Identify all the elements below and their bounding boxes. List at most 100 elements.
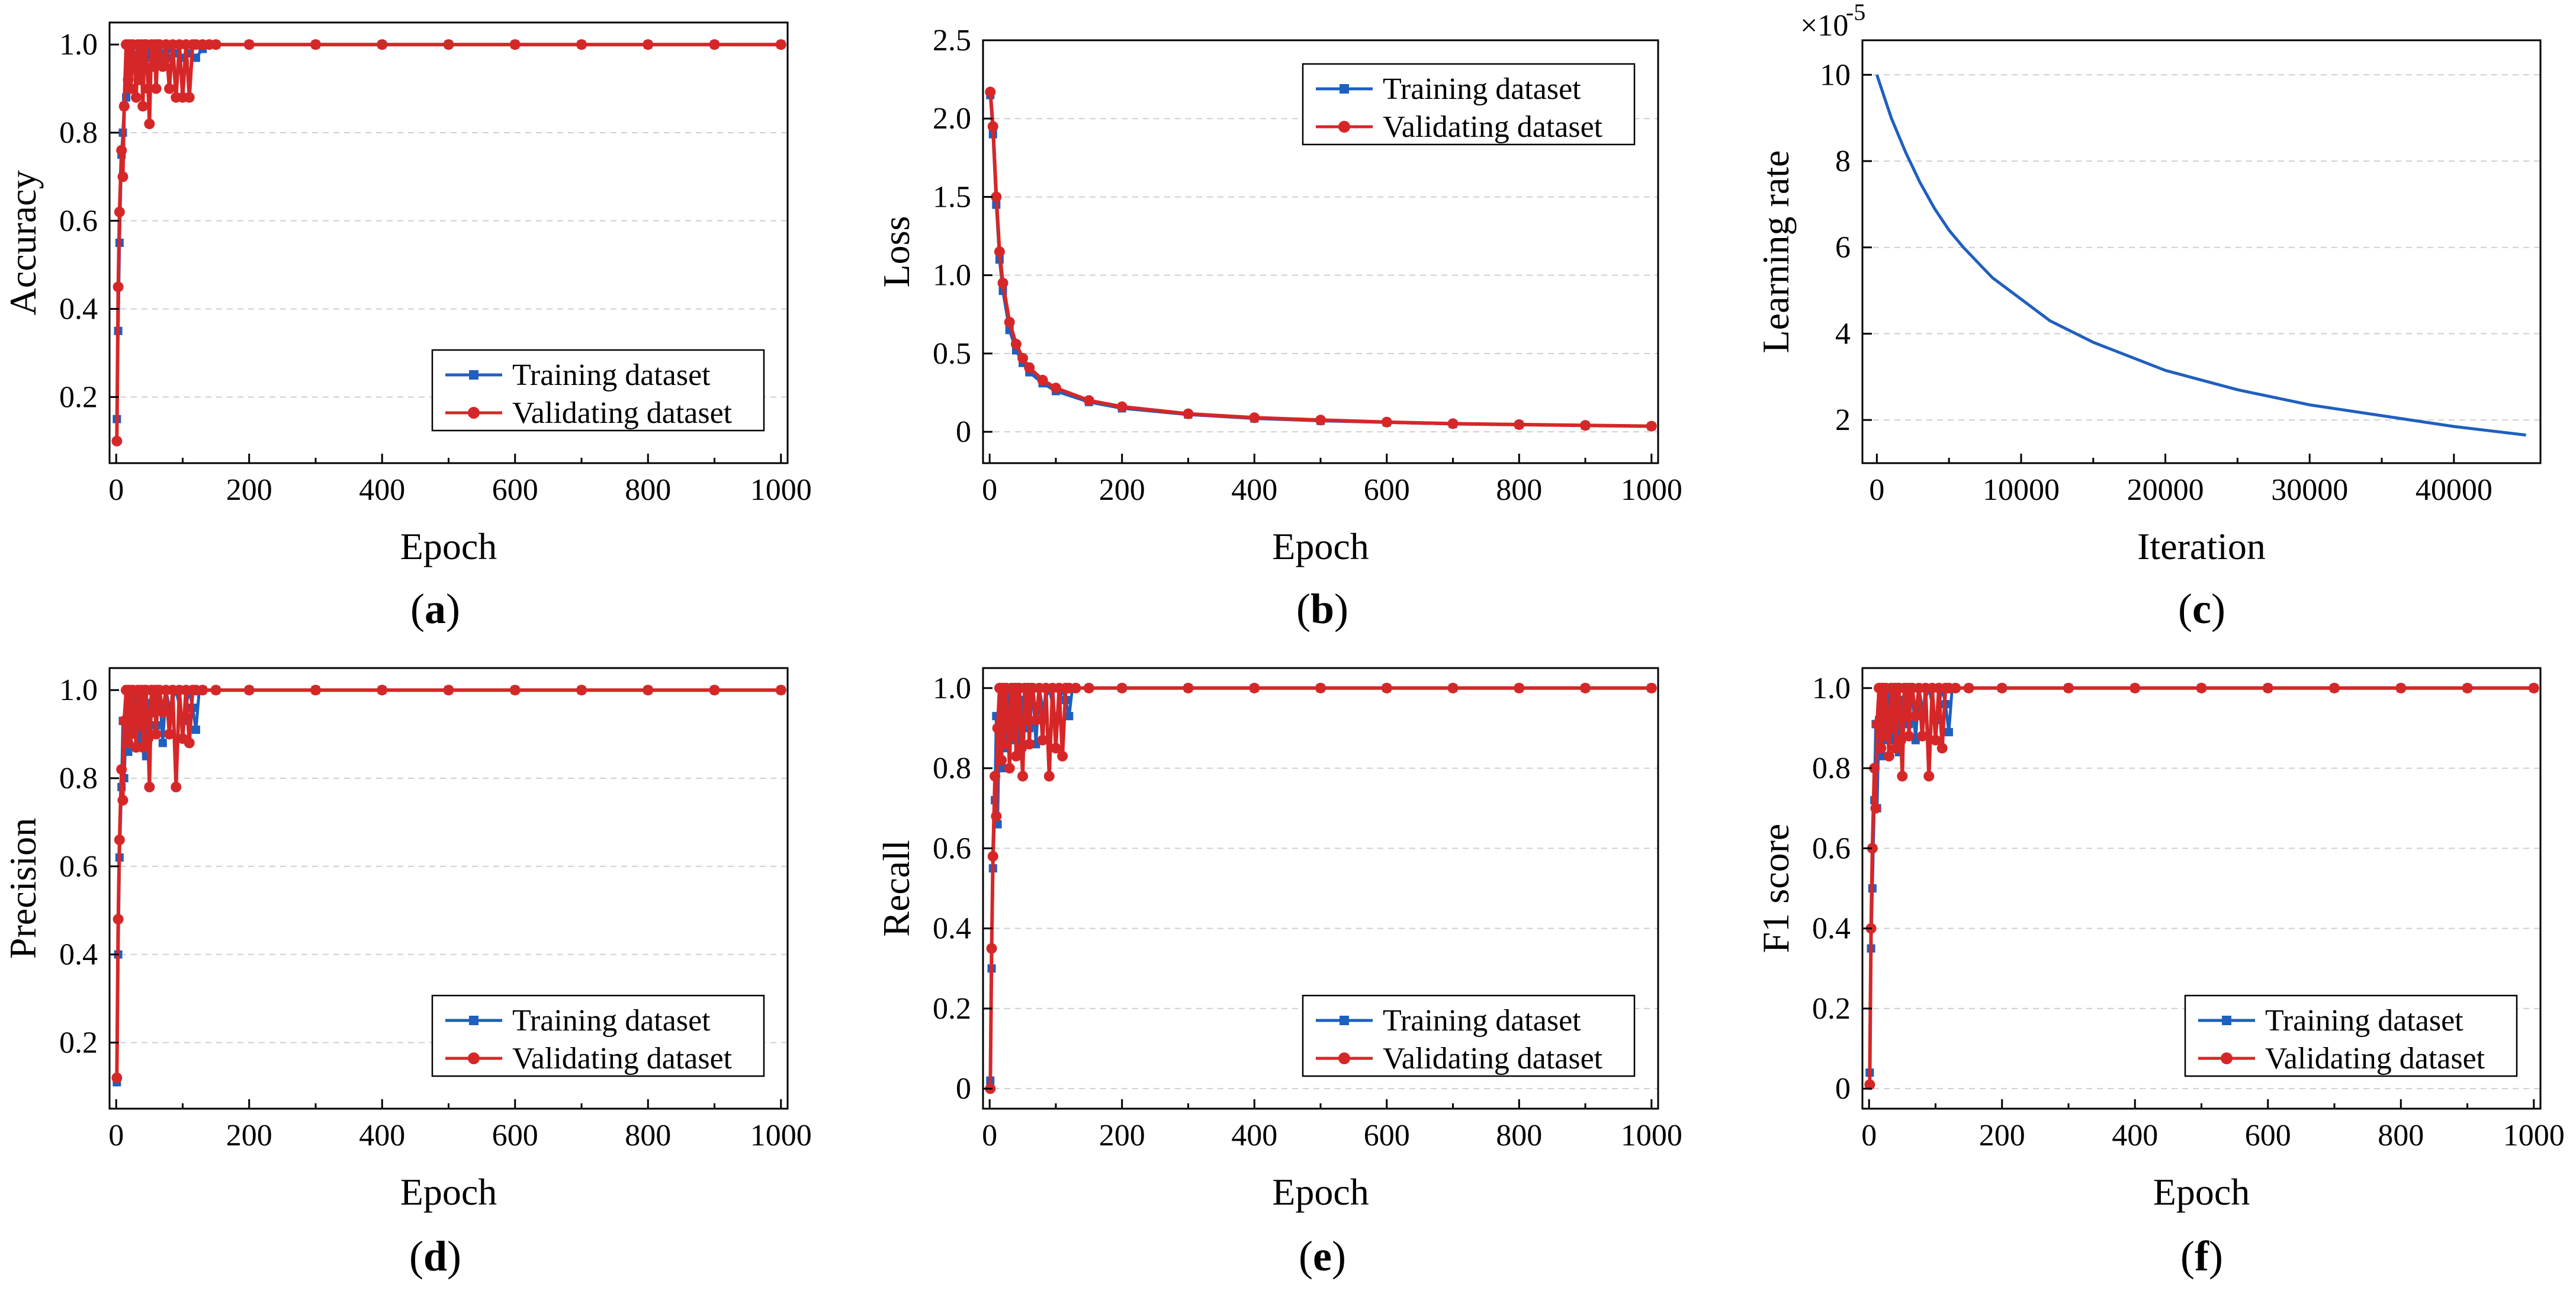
data-point-validating bbox=[1315, 415, 1326, 426]
x-tick-label: 400 bbox=[359, 473, 405, 507]
data-point-validating bbox=[1057, 750, 1068, 762]
data-point-validating bbox=[130, 92, 142, 103]
x-tick-label: 600 bbox=[1364, 473, 1410, 507]
axis-multiplier: ×10 bbox=[1800, 9, 1848, 43]
x-tick-label: 10000 bbox=[1983, 473, 2060, 507]
data-point-validating bbox=[1010, 339, 1022, 350]
x-tick-label: 1000 bbox=[2503, 1119, 2565, 1153]
legend-box bbox=[1302, 63, 1636, 146]
data-point-validating bbox=[509, 685, 521, 696]
data-point-validating bbox=[643, 39, 654, 50]
data-point-training bbox=[191, 725, 200, 734]
legend-label: Validating dataset bbox=[512, 1042, 733, 1076]
data-point-validating bbox=[1381, 416, 1392, 428]
x-axis-title: Iteration bbox=[2137, 525, 2266, 567]
data-point-validating bbox=[994, 246, 1005, 257]
data-point-validating bbox=[1315, 682, 1326, 694]
data-point-validating bbox=[2528, 682, 2539, 694]
data-point-validating bbox=[2462, 682, 2473, 694]
y-axis-title: Recall bbox=[875, 840, 917, 936]
chart-panel-d: 0 200 400 600 800 1000 0.2 0.4 0.6 0.8 1.0 Epoch Pre… bbox=[2, 667, 812, 1280]
x-tick-label: 800 bbox=[2378, 1119, 2424, 1153]
y-tick-label: 6 bbox=[1835, 231, 1851, 265]
data-point-validating bbox=[1996, 682, 2008, 694]
data-point-validating bbox=[118, 101, 130, 112]
legend-label: Training dataset bbox=[1383, 72, 1581, 106]
data-point-validating bbox=[117, 795, 129, 806]
y-tick-label: 0.8 bbox=[933, 752, 971, 785]
x-tick-label: 600 bbox=[492, 1119, 538, 1153]
x-axis-title: Epoch bbox=[1272, 1171, 1369, 1213]
legend-label: Training dataset bbox=[512, 1004, 711, 1038]
data-point-validating bbox=[137, 741, 149, 753]
y-tick-label: 0.8 bbox=[59, 116, 98, 150]
data-point-validating bbox=[1930, 734, 1941, 746]
y-tick-label: 0 bbox=[1835, 1072, 1851, 1106]
x-tick-label: 600 bbox=[2245, 1119, 2291, 1153]
data-point-validating bbox=[310, 39, 321, 50]
data-point-validating bbox=[991, 191, 1002, 203]
legend-marker-validating bbox=[468, 407, 480, 419]
panel-caption: (f) bbox=[2180, 1232, 2223, 1280]
data-point-validating bbox=[1004, 317, 1015, 328]
data-point-validating bbox=[443, 39, 454, 50]
y-tick-label: 0.6 bbox=[59, 204, 98, 238]
legend: Training dataset Validating dataset bbox=[431, 994, 765, 1077]
legend: Training dataset Validating dataset bbox=[1302, 994, 1636, 1077]
data-point-validating bbox=[147, 707, 158, 718]
legend: Training dataset Validating dataset bbox=[431, 349, 765, 432]
data-point-training bbox=[1877, 752, 1886, 760]
data-point-validating bbox=[1043, 771, 1055, 782]
x-tick-label: 400 bbox=[1231, 1119, 1277, 1153]
data-point-validating bbox=[134, 720, 145, 731]
x-tick-label: 800 bbox=[625, 473, 671, 507]
data-point-validating bbox=[443, 685, 454, 696]
data-point-validating bbox=[1037, 734, 1048, 746]
data-point-training bbox=[158, 739, 167, 747]
data-point-validating bbox=[123, 737, 134, 749]
data-point-validating bbox=[150, 83, 162, 94]
data-point-validating bbox=[1917, 730, 1928, 741]
data-point-validating bbox=[1887, 723, 1898, 734]
data-point-validating bbox=[1116, 682, 1128, 694]
x-axis-title: Epoch bbox=[400, 1171, 497, 1213]
data-point-validating bbox=[1183, 682, 1194, 694]
panel-caption-letter: f bbox=[2195, 1232, 2209, 1280]
data-point-training bbox=[191, 53, 200, 62]
legend-marker-validating bbox=[1338, 1052, 1350, 1064]
data-point-validating bbox=[157, 61, 168, 72]
y-tick-label: 0.5 bbox=[933, 337, 971, 371]
legend-marker-validating bbox=[2221, 1052, 2233, 1064]
panel-caption: (b) bbox=[1296, 585, 1348, 633]
data-point-validating bbox=[1381, 682, 1392, 694]
data-point-validating bbox=[643, 685, 654, 696]
y-axis-title: Loss bbox=[875, 216, 917, 288]
data-point-validating bbox=[1936, 743, 1948, 754]
data-point-validating bbox=[2395, 682, 2407, 694]
data-point-validating bbox=[775, 685, 786, 696]
legend-box bbox=[1302, 994, 1636, 1077]
data-point-validating bbox=[576, 685, 587, 696]
y-tick-label: 0.8 bbox=[59, 762, 98, 795]
data-point-validating bbox=[184, 737, 195, 749]
data-point-validating bbox=[171, 781, 182, 792]
data-point-validating bbox=[1083, 395, 1094, 406]
y-axis-title: Learning rate bbox=[1755, 150, 1797, 354]
y-tick-label: 0 bbox=[956, 415, 971, 449]
legend-label: Validating dataset bbox=[2265, 1042, 2485, 1076]
legend-marker-training bbox=[469, 370, 478, 380]
data-point-validating bbox=[1646, 420, 1657, 432]
data-point-training bbox=[1944, 728, 1953, 737]
legend-box bbox=[431, 349, 765, 432]
axis-multiplier-exponent: -5 bbox=[1846, 0, 1865, 25]
data-point-validating bbox=[123, 74, 134, 85]
legend-label: Validating dataset bbox=[512, 396, 733, 430]
data-point-validating bbox=[1867, 843, 1878, 854]
series-line-training bbox=[1875, 74, 2526, 437]
data-point-validating bbox=[1890, 743, 1902, 754]
data-point-validating bbox=[164, 728, 175, 740]
x-tick-label: 600 bbox=[492, 473, 538, 507]
x-tick-label: 0 bbox=[982, 1119, 997, 1153]
x-tick-label: 400 bbox=[2112, 1119, 2158, 1153]
y-tick-label: 0.2 bbox=[59, 380, 98, 414]
